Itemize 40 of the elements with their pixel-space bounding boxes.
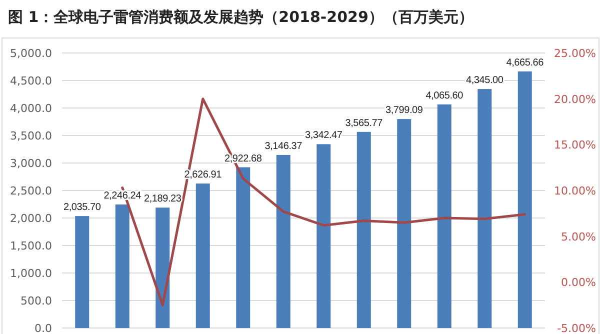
bar [437,104,452,328]
bar [276,154,290,328]
y-tick-label: 1,500.0 [10,240,52,252]
bar [356,132,371,328]
data-label: 2,035.70 [63,202,102,214]
y2-tick-label: 5.00% [561,230,596,244]
y-tick-label: 2,000.0 [10,212,52,225]
data-label: 4,665.66 [506,57,544,68]
bar [196,184,210,328]
bar [316,144,331,328]
y-tick-label: 3,500.0 [10,130,52,142]
data-label: 3,146.37 [264,140,303,152]
y-tick-label: 5,000.0 [10,47,52,60]
bar [478,89,492,328]
y2-tick-label: 20.00% [554,92,596,106]
y-tick-label: 500.0 [20,294,52,308]
y2-tick-label: -5.00% [557,322,596,334]
data-label: 3,799.09 [385,105,424,116]
y-tick-label: 2,500.0 [10,184,52,198]
y2-tick-label: 10.00% [554,184,596,198]
y2-tick-label: 0.00% [561,276,596,290]
bar [397,119,412,328]
data-label: 4,345.00 [466,75,504,86]
bar [156,208,170,328]
y2-tick-label: 25.00% [554,47,596,60]
data-label: 3,342.47 [304,130,343,142]
y-tick-label: 4,000.0 [10,102,52,115]
chart-title: 图 1：全球电子雷管消费额及发展趋势（2018-2029）（百万美元） [8,8,474,26]
bar [75,216,90,328]
y2-tick-label: 15.00% [554,138,596,152]
data-label: 3,565.77 [345,118,384,129]
bar [518,71,532,328]
y-tick-label: 3,000.0 [10,157,52,170]
data-label: 2,189.23 [144,194,182,205]
bar [115,204,130,328]
y-tick-label: 0.0 [34,322,52,334]
y-tick-label: 1,000.0 [10,267,52,280]
data-label: 4,065.60 [426,90,464,102]
bar [236,167,250,328]
y-tick-label: 4,500.0 [10,74,52,88]
